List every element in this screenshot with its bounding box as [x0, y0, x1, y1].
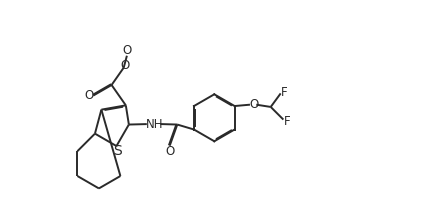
Text: F: F: [283, 115, 290, 128]
Text: O: O: [122, 44, 132, 57]
Text: F: F: [280, 86, 287, 99]
Text: O: O: [84, 89, 93, 102]
Text: O: O: [165, 145, 174, 158]
Text: NH: NH: [146, 118, 163, 131]
Text: S: S: [113, 144, 122, 158]
Text: O: O: [248, 98, 258, 111]
Text: O: O: [120, 59, 129, 72]
